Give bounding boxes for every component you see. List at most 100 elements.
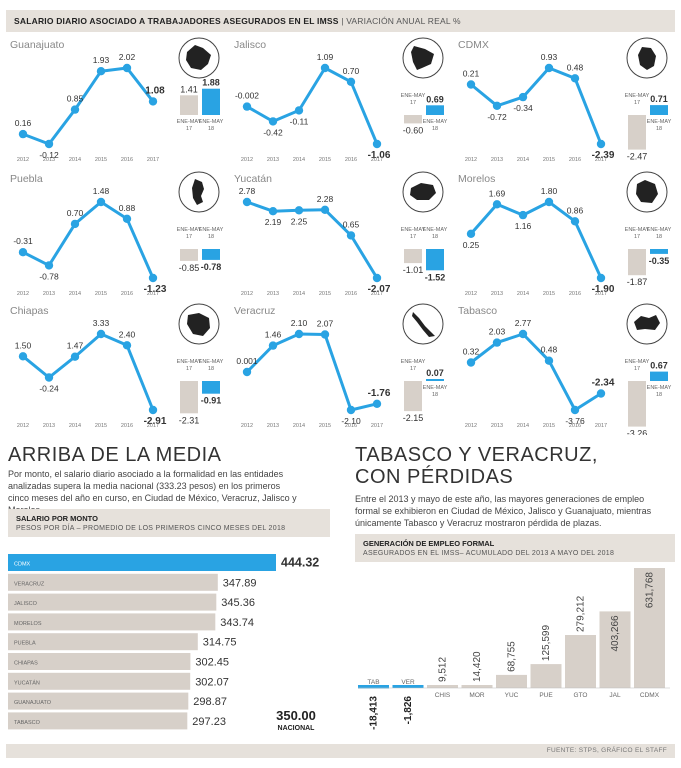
state-name: Jalisco xyxy=(234,39,266,51)
series-line xyxy=(470,332,602,412)
tick-label: 2012 xyxy=(17,423,29,429)
tick-label: 2015 xyxy=(543,157,555,163)
bar-value: 0.07 xyxy=(426,368,444,378)
data-label: -1.06 xyxy=(368,150,391,161)
state-map-icon xyxy=(412,312,435,337)
state-panel: Chiapas 1.50 2012 -0.24 2013 1.47 2014 3.33 2015… xyxy=(10,303,224,429)
data-point xyxy=(518,92,528,102)
bar-caption: 17 xyxy=(634,100,640,106)
data-label: -0.78 xyxy=(39,271,59,281)
data-point xyxy=(96,67,106,76)
bar-caption: ENE-MAY xyxy=(177,359,202,365)
tick-label: 2014 xyxy=(69,423,81,429)
data-point xyxy=(122,63,132,73)
bar-caption: 18 xyxy=(656,126,662,132)
data-point xyxy=(44,373,54,382)
employment-value: 279,212 xyxy=(576,595,587,632)
data-label: -3.76 xyxy=(565,416,585,426)
employment-bar xyxy=(427,685,458,688)
series-line xyxy=(470,66,603,145)
employment-subtitle: ASEGURADOS EN EL IMSS– ACUMULADO DEL 201… xyxy=(363,550,615,557)
tick-label: 2012 xyxy=(17,291,29,297)
salary-bar xyxy=(8,613,216,631)
tick-label: 2015 xyxy=(319,157,331,163)
salary-header: SALARIO POR MONTO PESOS POR DÍA – PROMED… xyxy=(8,509,330,537)
salary-bar xyxy=(8,554,276,571)
header-text: SALARIO DIARIO ASOCIADO A TRABAJADORES A… xyxy=(14,16,461,26)
bar-caption: 18 xyxy=(208,366,214,372)
state-map-icon xyxy=(634,315,660,330)
bar-caption: ENE-MAY xyxy=(401,93,426,99)
data-point xyxy=(466,80,476,89)
tick-label: 2016 xyxy=(569,157,581,163)
data-point xyxy=(518,329,528,339)
state-map-icon xyxy=(186,45,211,70)
employment-header: GENERACIÓN DE EMPLEO FORMAL ASEGURADOS E… xyxy=(355,534,675,562)
tick-label: 2016 xyxy=(345,291,357,297)
data-label: -0.12 xyxy=(39,150,59,160)
data-point xyxy=(320,63,330,73)
tick-label: 2015 xyxy=(95,423,107,429)
right-section-body: Entre el 2013 y mayo de este año, las ma… xyxy=(355,494,652,528)
data-point xyxy=(18,352,28,361)
tick-label: 2014 xyxy=(517,291,529,297)
data-label: 2.02 xyxy=(119,52,136,62)
data-label: 2.40 xyxy=(119,329,136,339)
data-point xyxy=(544,356,554,365)
state-name: Yucatán xyxy=(234,173,272,185)
state-map-icon xyxy=(638,47,656,70)
bar-value: -1.87 xyxy=(627,277,648,287)
reference-value: 350.00 xyxy=(276,708,316,723)
tick-label: 2016 xyxy=(345,423,357,429)
data-point xyxy=(372,139,382,149)
salary-bar xyxy=(8,692,189,710)
tick-label: 2013 xyxy=(267,157,279,163)
header-title: SALARIO DIARIO ASOCIADO A TRABAJADORES A… xyxy=(14,16,339,26)
data-point xyxy=(544,197,554,207)
bar-value: -0.85 xyxy=(179,263,200,273)
salary-bar xyxy=(8,593,217,611)
bar-caption: 17 xyxy=(410,100,416,106)
state-map-icon xyxy=(192,179,204,205)
bar-caption: ENE-MAY xyxy=(625,93,650,99)
data-point xyxy=(570,405,580,415)
data-label: 0.21 xyxy=(463,69,480,79)
salary-category: YUCATÁN xyxy=(14,679,40,686)
tick-label: 2017 xyxy=(371,423,383,429)
data-point xyxy=(492,338,502,347)
tick-label: 2016 xyxy=(121,423,133,429)
employment-value: 9,512 xyxy=(438,657,449,682)
employment-bar xyxy=(565,635,596,688)
data-point xyxy=(70,352,80,361)
bar-caption: 18 xyxy=(432,392,438,398)
data-label: 3.33 xyxy=(93,318,110,328)
state-name: Guanajuato xyxy=(10,39,64,51)
data-label: 0.65 xyxy=(343,219,360,229)
mini-bar xyxy=(426,379,444,381)
tick-label: 2014 xyxy=(293,157,305,163)
data-label: 0.93 xyxy=(541,52,558,62)
salary-subtitle: PESOS POR DÍA – PROMEDIO DE LOS PRIMEROS… xyxy=(16,525,286,532)
data-point xyxy=(294,329,304,339)
bar-caption: 17 xyxy=(634,366,640,372)
series-line xyxy=(22,200,155,279)
bar-value: -0.60 xyxy=(403,125,424,135)
data-label: -1.76 xyxy=(368,388,391,399)
bar-caption: 17 xyxy=(634,234,640,240)
reference-label: NACIONAL xyxy=(278,725,316,732)
data-point xyxy=(372,273,382,283)
bar-value: -2.31 xyxy=(179,415,200,425)
mini-bar xyxy=(404,249,422,264)
employment-bar xyxy=(358,685,389,689)
employment-chart: TAB -18,413 VER -1,826 CHIS 9,512 MOR 14,420 YUC… xyxy=(358,568,670,730)
state-map-icon xyxy=(411,46,434,70)
tick-label: 2016 xyxy=(569,291,581,297)
data-point xyxy=(570,217,580,226)
right-title-line1: TABASCO Y VERACRUZ, xyxy=(355,444,598,466)
data-label: 0.001 xyxy=(236,356,258,366)
bar-value: -0.78 xyxy=(201,262,222,272)
mini-bar xyxy=(180,381,198,414)
salary-value: 298.87 xyxy=(193,696,227,708)
state-panel: Tabasco 0.32 2012 2.03 2013 2.77 2014 0.48 2015 -… xyxy=(458,303,672,435)
bar-caption: ENE-MAY xyxy=(423,385,448,391)
